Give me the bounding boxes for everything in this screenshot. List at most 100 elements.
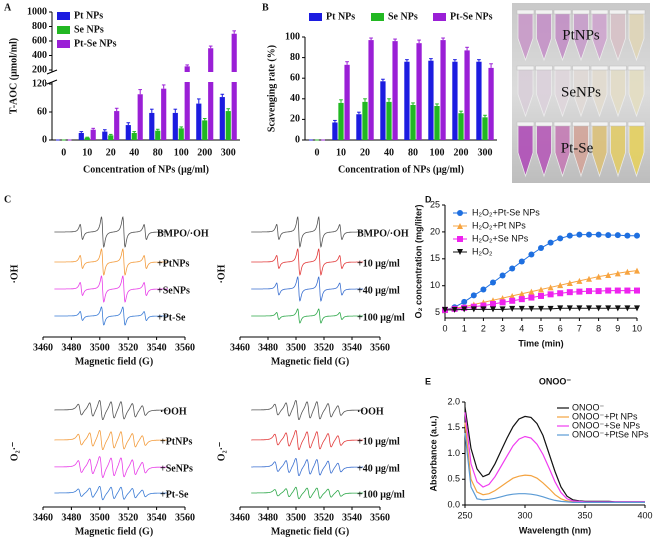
y-tick-label: 60 [290,72,300,83]
y-tick-label: 400 [32,50,47,61]
error-bar [441,37,445,41]
panel-letter: D [425,194,432,204]
y-tick-label: 0.5 [447,474,460,484]
error-bar [411,102,415,105]
tube-cap [609,9,627,15]
tube-cap [516,9,535,15]
error-bar [196,98,201,104]
x-axis-label: Wavelength (nm) [519,525,591,535]
trace-label: +PtNPs [160,436,192,447]
trace-label: +40 μg/ml [357,285,400,296]
point [509,265,516,272]
x-tick-label: 10 [82,147,92,158]
legend-label: ONOO⁻+Se NPs [572,420,641,430]
y-tick-label: 1.5 [447,422,460,432]
x-tick-label: 20 [106,147,116,158]
x-tick-label: 3540 [147,342,167,353]
legend-label: ONOO⁻ [572,402,605,412]
x-tick-label: 3460 [33,342,53,353]
error-bar [149,108,154,113]
point [624,287,631,294]
point [499,272,506,279]
error-bar [102,129,107,132]
point [624,232,631,239]
epr-trace [54,216,168,248]
epr-trace [251,248,364,276]
legend-swatch [57,40,70,48]
bar [231,33,237,140]
point [566,232,573,239]
photo-label: SeNPs [561,84,601,100]
error-bar [345,61,349,65]
legend-swatch [57,12,70,20]
panel-c-3: 3460 3480 3500 3520 3540 3560 Magnetic field (… [9,400,195,537]
trace-label: +Pt-Se [160,489,189,500]
point [509,305,516,312]
y-tick-label: 100 [285,31,300,42]
point [538,292,544,299]
point [509,292,516,299]
point [557,305,564,312]
x-tick-label: 3500 [90,512,110,523]
x-axis-label: Time (min) [518,338,563,348]
point [457,223,463,229]
x-axis-label: Concentration of NPs (μg/ml) [338,164,464,175]
panel-e: 0.0 0.5 1.0 1.5 2.0 250 300 350 400 Wavelength (n… [425,376,653,535]
bar [440,40,446,141]
point [538,305,544,312]
error-bar [453,59,457,62]
bar [84,137,90,140]
point [576,288,583,295]
tube-cap [535,9,553,15]
epr-trace [251,458,364,476]
x-axis-label: Magnetic field (G) [271,356,349,367]
series-line [464,432,645,503]
epr-trace [251,216,364,248]
bar [476,61,482,140]
x-tick-label: 3560 [370,512,390,523]
bar [108,135,114,140]
bar [155,130,161,140]
error-bar [114,107,119,112]
x-tick-label: 3560 [370,342,390,353]
bar [172,112,178,140]
y-axis-label: ·OH [9,264,20,283]
tube-cap [553,65,572,71]
x-axis-label: Magnetic field (G) [75,356,153,367]
point [576,305,583,312]
point [457,236,463,242]
x-tick-label: 3520 [314,512,334,523]
epr-trace [54,400,168,420]
y-tick-label: 25 [430,199,440,209]
y-tick-label: 200 [32,64,47,75]
x-tick-label: 80 [408,147,418,158]
tube-cap [535,65,553,71]
legend-swatch [309,13,322,21]
y-axis-label: Absorbance (a.u.) [428,415,438,491]
point [518,296,525,303]
bar [137,94,143,140]
bar [202,120,208,140]
point [624,305,631,312]
legend-label: ONOO⁻+PtSe NPs [572,429,649,439]
point [509,297,516,304]
error-bar [477,59,481,62]
trace-label: ·OOH [160,406,187,417]
tube-cap [590,121,609,127]
point [605,271,612,278]
point [566,289,573,296]
epr-trace [251,308,364,324]
point [566,280,573,287]
point [576,231,583,238]
epr-trace [54,248,168,276]
y-tick-label: 0 [42,134,47,145]
point [614,232,621,239]
bar [208,48,214,140]
tube-cap [572,65,590,71]
x-tick-label: 8 [596,323,601,333]
x-tick-label: 0 [61,147,66,158]
point [576,277,583,284]
error-bar [138,89,143,95]
point [470,292,477,299]
point [557,290,564,297]
